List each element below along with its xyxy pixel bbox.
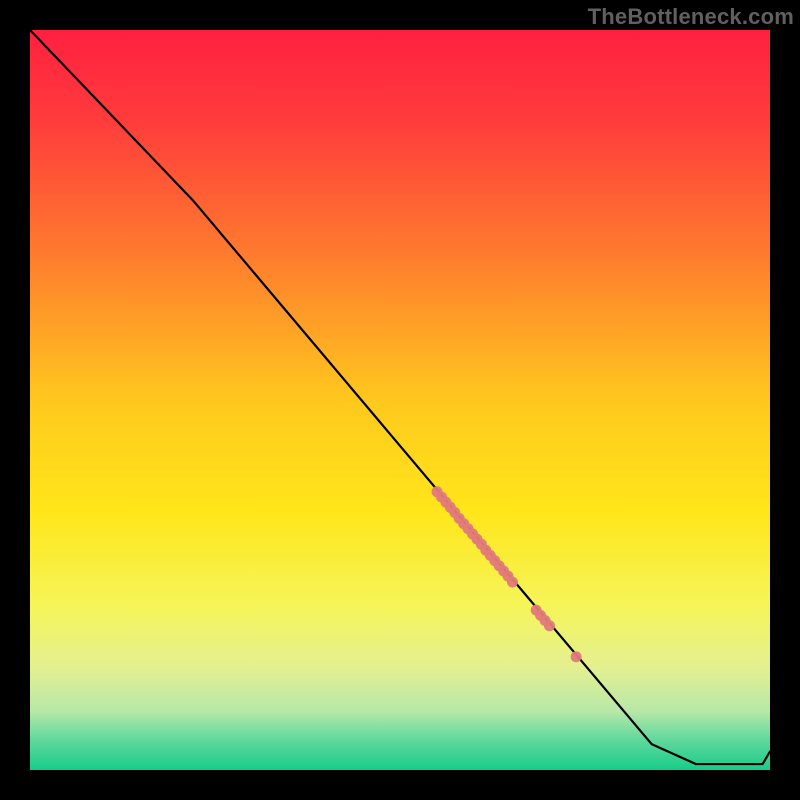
scatter-point xyxy=(571,651,582,662)
plot-svg xyxy=(0,0,800,800)
watermark-text: TheBottleneck.com xyxy=(588,4,794,30)
scatter-point xyxy=(507,577,518,588)
stage: TheBottleneck.com xyxy=(0,0,800,800)
scatter-point xyxy=(544,620,555,631)
plot-background xyxy=(30,30,770,770)
